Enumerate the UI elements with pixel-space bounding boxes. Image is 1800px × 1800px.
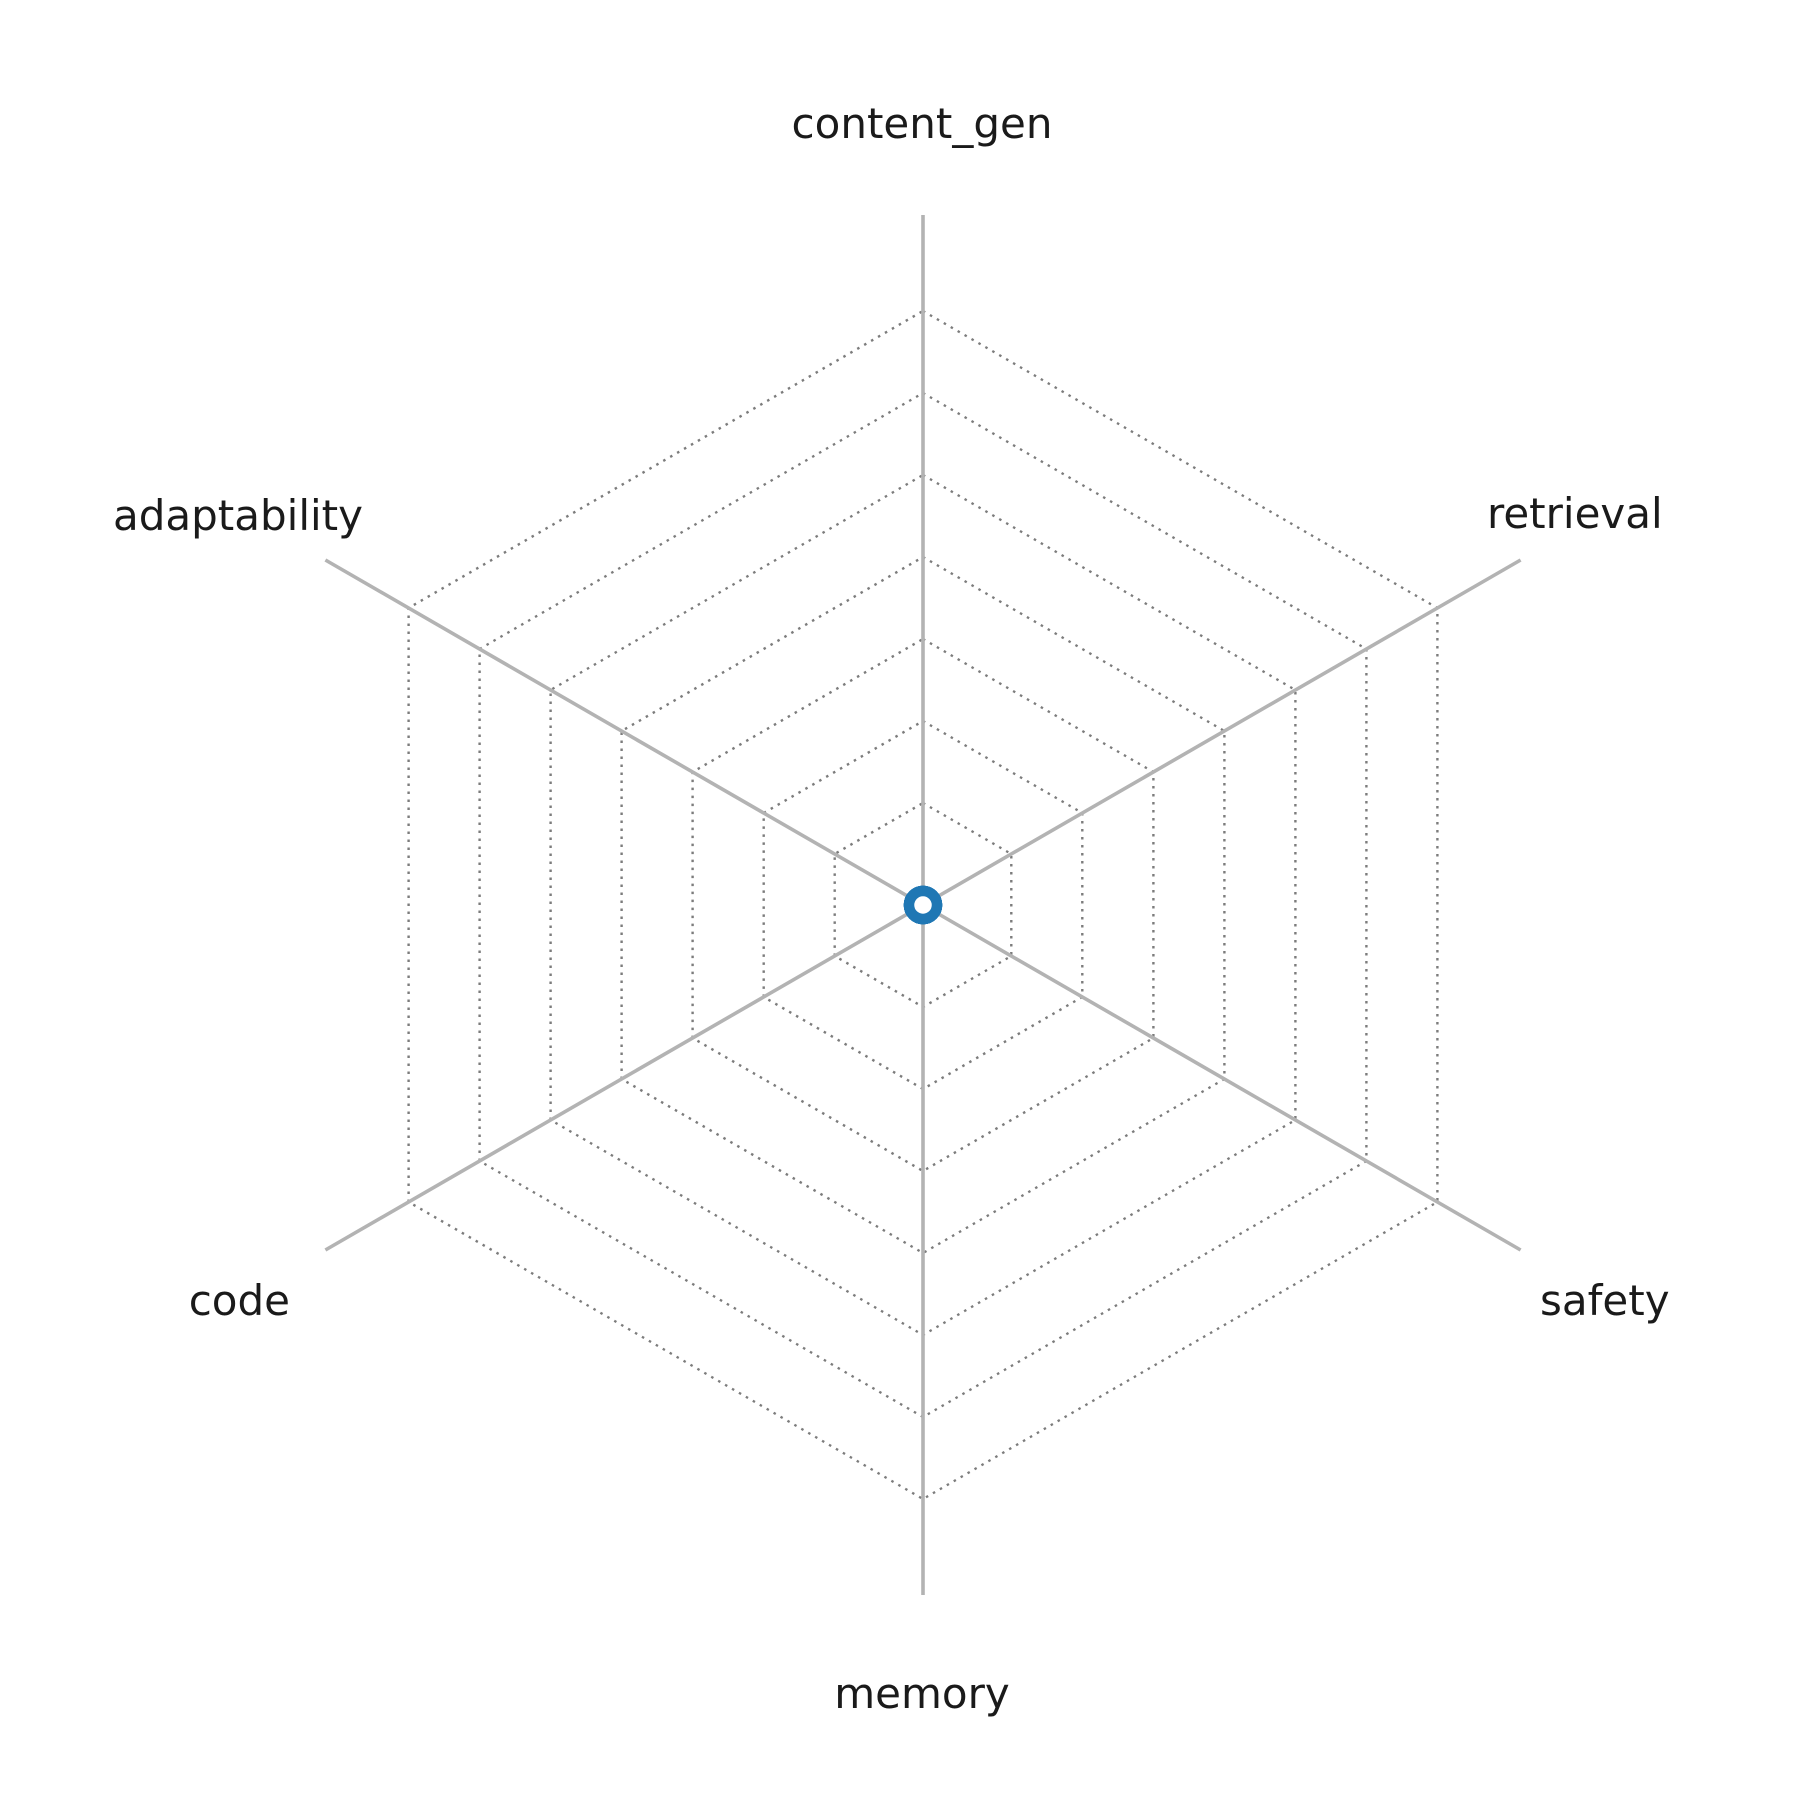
axis-label-retrieval: retrieval: [1487, 489, 1663, 538]
axis-label-memory: memory: [834, 1669, 1010, 1718]
radar-series-layer: [903, 885, 943, 925]
axis-label-safety: safety: [1540, 1276, 1670, 1325]
axis-labels-group: content_gen retrieval safety memory code…: [113, 99, 1670, 1718]
data-point-marker-adaptability: [903, 885, 943, 925]
axis-spoke-code: [324, 903, 924, 1252]
axis-label-content-gen: content_gen: [792, 99, 1053, 148]
axis-label-code: code: [189, 1276, 290, 1325]
axis-label-adaptability: adaptability: [113, 491, 363, 540]
axis-spoke-adaptability: [324, 558, 924, 907]
radar-grid: [324, 215, 1522, 1595]
axis-spoke-retrieval: [922, 558, 1522, 907]
axis-spoke-safety: [922, 903, 1522, 1252]
